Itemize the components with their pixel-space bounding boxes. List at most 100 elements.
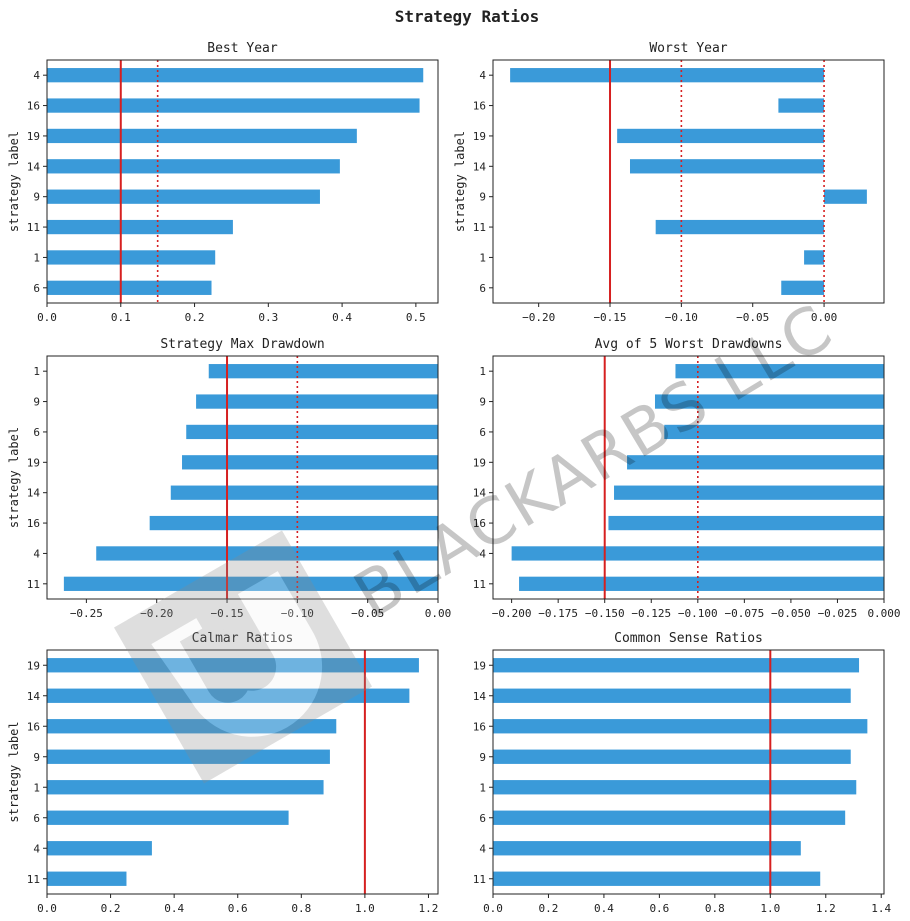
- y-tick-label: 1: [33, 781, 40, 794]
- bar-1: [47, 780, 324, 795]
- x-tick-label: −0.15: [210, 607, 243, 620]
- y-tick-label: 11: [473, 578, 486, 591]
- y-tick-label: 9: [33, 751, 40, 764]
- bar-14: [170, 485, 439, 500]
- subplot-title: Strategy Max Drawdown: [160, 337, 324, 352]
- bar-16: [47, 98, 420, 113]
- y-tick-label: 19: [27, 130, 40, 143]
- y-tick-label: 11: [27, 873, 40, 886]
- x-tick-label: 1.2: [419, 902, 439, 915]
- bar-9: [654, 394, 884, 409]
- x-tick-label: 0.4: [594, 902, 614, 915]
- x-tick-label: −0.175: [538, 607, 578, 620]
- bar-16: [47, 719, 337, 734]
- bar-1: [208, 364, 438, 379]
- bar-1: [47, 250, 216, 265]
- y-tick-label: 19: [473, 659, 486, 672]
- bar-4: [47, 841, 152, 856]
- bar-6: [47, 810, 289, 825]
- y-tick-label: 6: [479, 812, 486, 825]
- y-tick-label: 14: [27, 690, 41, 703]
- y-tick-label: 1: [479, 365, 486, 378]
- bar-16: [778, 98, 825, 113]
- bar-19: [493, 658, 860, 673]
- y-tick-label: 9: [479, 751, 486, 764]
- bar-19: [182, 455, 438, 470]
- x-tick-label: −0.20: [522, 311, 555, 324]
- bar-11: [493, 871, 821, 886]
- y-tick-label: 4: [33, 547, 40, 560]
- x-tick-label: −0.200: [492, 607, 532, 620]
- x-tick-label: −0.05: [736, 311, 769, 324]
- subplot-title: Calmar Ratios: [192, 631, 294, 646]
- y-tick-label: 4: [479, 547, 486, 560]
- y-tick-label: 19: [473, 130, 486, 143]
- x-tick-label: −0.100: [678, 607, 718, 620]
- bar-19: [47, 658, 419, 673]
- bar-11: [47, 219, 233, 235]
- y-tick-label: 4: [479, 842, 486, 855]
- bar-14: [493, 688, 851, 703]
- y-tick-label: 9: [33, 396, 40, 409]
- bar-14: [614, 485, 884, 500]
- bar-9: [47, 189, 320, 204]
- bar-6: [493, 810, 846, 825]
- x-tick-label: 0.000: [867, 607, 900, 620]
- subplot-title: Worst Year: [649, 41, 727, 56]
- plot-frame: [492, 59, 885, 304]
- x-tick-label: −0.25: [70, 607, 103, 620]
- y-tick-label: 14: [473, 160, 487, 173]
- y-tick-label: 19: [27, 659, 40, 672]
- y-tick-label: 16: [473, 720, 486, 733]
- y-tick-label: 19: [473, 456, 486, 469]
- x-tick-label: 1.2: [816, 902, 836, 915]
- y-tick-label: 11: [27, 578, 40, 591]
- y-tick-label: 6: [33, 282, 40, 295]
- bar-14: [47, 688, 410, 703]
- x-tick-label: −0.10: [665, 311, 698, 324]
- y-tick-label: 1: [33, 251, 40, 264]
- bar-4: [96, 546, 438, 561]
- y-tick-label: 9: [479, 191, 486, 204]
- y-tick-label: 1: [479, 781, 486, 794]
- y-tick-label: 4: [479, 69, 486, 82]
- bar-1: [804, 250, 825, 265]
- y-tick-label: 14: [473, 487, 487, 500]
- y-tick-label: 11: [473, 221, 486, 234]
- bar-16: [493, 719, 868, 734]
- y-tick-label: 16: [27, 517, 40, 530]
- x-tick-label: 1.0: [355, 902, 375, 915]
- y-tick-label: 9: [479, 396, 486, 409]
- x-tick-label: 0.2: [185, 311, 205, 324]
- bar-1: [675, 364, 884, 379]
- subplot-title: Common Sense Ratios: [614, 631, 763, 646]
- bar-19: [627, 455, 884, 470]
- plot-frame: [46, 355, 439, 600]
- bar-14: [47, 159, 340, 174]
- bar-4: [510, 68, 825, 83]
- y-tick-label: 14: [473, 690, 487, 703]
- bar-4: [493, 841, 801, 856]
- x-tick-label: −0.125: [631, 607, 671, 620]
- bar-14: [629, 159, 825, 174]
- x-tick-label: 0.2: [539, 902, 559, 915]
- bar-11: [47, 871, 127, 886]
- y-tick-label: 6: [479, 426, 486, 439]
- bl-logo-icon: [113, 530, 373, 784]
- bar-9: [824, 189, 867, 204]
- bar-4: [47, 68, 424, 83]
- bar-11: [63, 576, 439, 591]
- bar-9: [493, 749, 851, 764]
- subplot-title: Best Year: [207, 41, 278, 56]
- y-tick-label: 14: [27, 487, 41, 500]
- y-tick-label: 4: [33, 69, 40, 82]
- y-tick-label: 1: [479, 251, 486, 264]
- x-tick-label: 0.1: [111, 311, 131, 324]
- x-tick-label: 0.0: [37, 902, 57, 915]
- bar-16: [149, 515, 438, 531]
- x-tick-label: 1.0: [760, 902, 780, 915]
- y-tick-label: 9: [33, 191, 40, 204]
- plot-frame: [46, 649, 439, 895]
